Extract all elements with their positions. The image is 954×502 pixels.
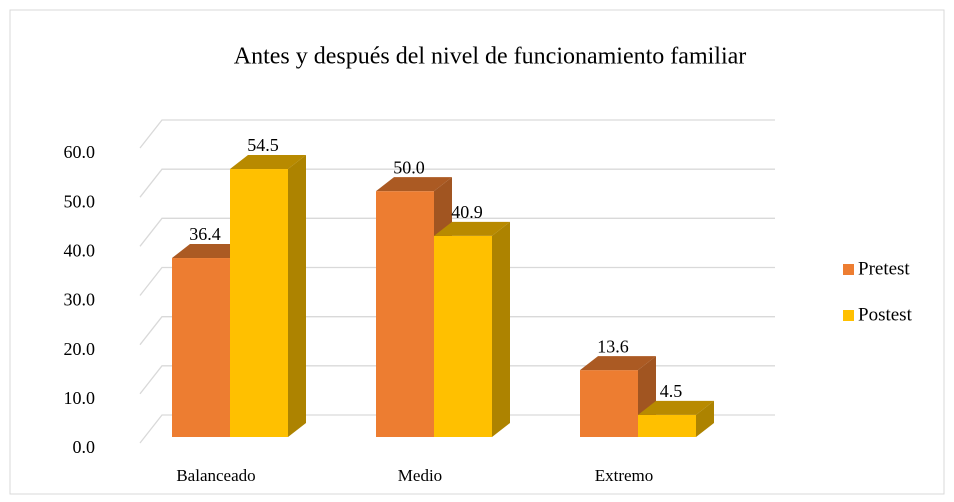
y-tick-label: 0.0 [73, 437, 96, 457]
y-tick-label: 40.0 [64, 240, 96, 260]
x-tick-label: Medio [398, 466, 442, 485]
grid-line [139, 414, 775, 444]
bar-top [638, 400, 714, 415]
y-tick-label: 30.0 [64, 290, 96, 310]
y-tick-label: 60.0 [64, 142, 96, 162]
data-label: 50.0 [393, 157, 425, 177]
legend-swatch [843, 264, 854, 275]
bar-top [376, 177, 452, 192]
grid-line [139, 217, 775, 247]
legend-label: Pretest [858, 258, 910, 279]
x-tick-label: Balanceado [176, 466, 255, 485]
bar-top [172, 244, 248, 259]
bar [230, 169, 288, 437]
bar [638, 414, 696, 437]
bar-top [230, 155, 306, 170]
grid-line [139, 266, 775, 296]
legend-swatch [843, 310, 854, 321]
chart-title: Antes y después del nivel de funcionamie… [234, 44, 747, 70]
bar-side [492, 221, 510, 437]
data-label: 36.4 [189, 224, 221, 244]
grid-line [139, 119, 775, 149]
bar-side [288, 155, 306, 437]
bar [376, 191, 434, 437]
data-label: 54.5 [247, 135, 279, 155]
x-tick-label: Extremo [595, 466, 654, 485]
grid-line [139, 168, 775, 198]
bar [172, 258, 230, 437]
legend-label: Postest [858, 304, 913, 325]
data-label: 4.5 [660, 381, 683, 401]
bar-top [580, 356, 656, 371]
data-label: 13.6 [597, 336, 629, 356]
bar [580, 370, 638, 437]
data-label: 40.9 [451, 202, 483, 222]
grid-line [139, 316, 775, 346]
y-tick-label: 10.0 [64, 388, 96, 408]
bar-top [434, 221, 510, 236]
y-tick-label: 20.0 [64, 339, 96, 359]
bar-side [696, 400, 714, 437]
y-tick-label: 50.0 [64, 191, 96, 211]
grid-line [139, 365, 775, 395]
bar [434, 235, 492, 437]
